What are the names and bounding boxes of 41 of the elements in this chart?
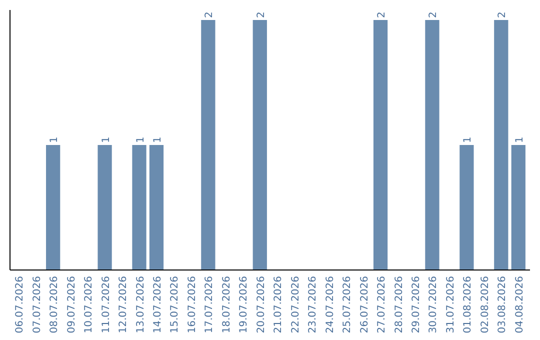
data-label: 2: [428, 12, 440, 18]
x-tick-label: 12.07.2026: [118, 276, 130, 334]
x-tick-label: 13.07.2026: [135, 276, 146, 334]
x-tick-label: 24.07.2026: [324, 276, 336, 334]
x-tick-label: 09.07.2026: [66, 276, 78, 334]
x-tick-label: 17.07.2026: [204, 276, 216, 334]
x-tick-label: 23.07.2026: [308, 276, 319, 334]
x-tick-label: 31.07.2026: [445, 276, 456, 334]
x-tick-label: 06.07.2026: [14, 276, 26, 334]
x-tick-label: 16.07.2026: [186, 276, 198, 334]
x-tick-label: 04.08.2026: [514, 276, 526, 334]
x-tick-label: 14.07.2026: [152, 276, 164, 334]
x-tick-label: 27.07.2026: [376, 276, 388, 334]
data-label: 1: [152, 136, 164, 143]
x-tick-label: 25.07.2026: [342, 276, 354, 334]
x-tick-label: 20.07.2026: [256, 276, 267, 334]
data-label: 2: [376, 12, 388, 18]
x-tick-label: 28.07.2026: [394, 276, 405, 334]
data-label: 1: [514, 136, 526, 143]
data-label: 1: [462, 136, 474, 143]
data-label: 2: [204, 12, 216, 18]
x-tick-label: 03.08.2026: [497, 276, 508, 334]
data-label: 1: [135, 136, 146, 143]
x-tick-label: 11.07.2026: [100, 276, 112, 334]
x-tick-label: 21.07.2026: [273, 276, 284, 334]
x-tick-label: 26.07.2026: [359, 276, 370, 334]
x-tick-label: 10.07.2026: [84, 276, 95, 334]
x-tick-label: 29.07.2026: [410, 276, 422, 334]
data-label: 1: [100, 136, 112, 143]
x-tick-label: 02.08.2026: [480, 276, 491, 334]
data-label: 1: [49, 136, 60, 143]
x-tick-label: 01.08.2026: [462, 276, 474, 334]
x-tick-label: 08.07.2026: [49, 276, 60, 334]
x-tick-label: 07.07.2026: [32, 276, 43, 334]
data-label: 2: [256, 12, 267, 18]
x-tick-label: 22.07.2026: [290, 276, 302, 334]
data-label: 2: [497, 12, 508, 18]
x-tick-label: 18.07.2026: [221, 276, 232, 334]
x-tick-label: 30.07.2026: [428, 276, 440, 334]
x-tick-label: 19.07.2026: [238, 276, 250, 334]
x-tick-label: 15.07.2026: [170, 276, 181, 334]
